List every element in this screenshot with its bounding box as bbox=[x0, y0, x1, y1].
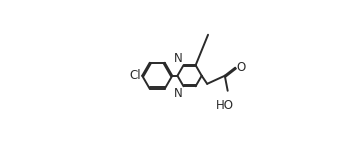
Text: O: O bbox=[236, 61, 245, 74]
Text: HO: HO bbox=[216, 99, 234, 112]
Text: N: N bbox=[174, 87, 182, 100]
Text: Cl: Cl bbox=[130, 69, 141, 82]
Text: N: N bbox=[174, 52, 182, 65]
